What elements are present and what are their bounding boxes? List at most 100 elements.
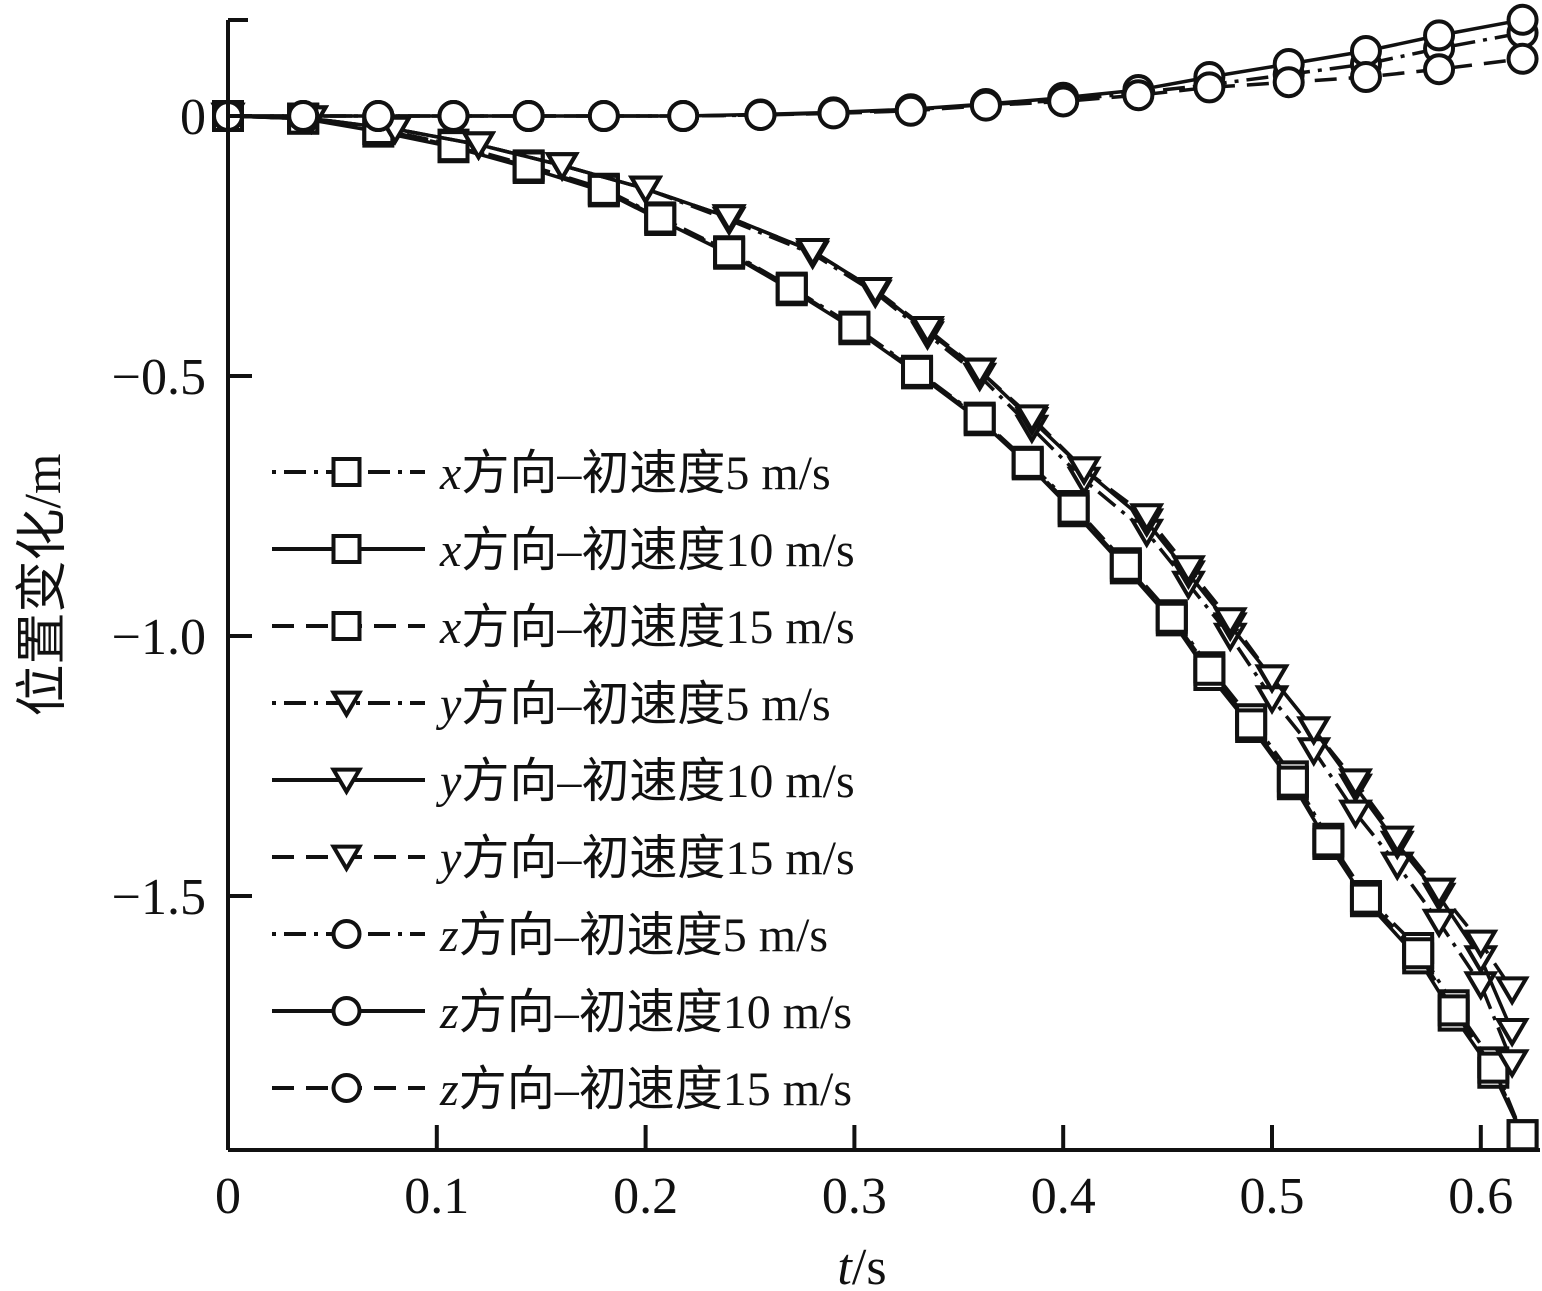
y-tick-label-1: −0.5 [112,349,206,406]
data-point-x-2-7 [713,236,746,269]
data-point-z-8-7 [744,98,777,131]
legend-marker-x-2 [331,611,362,641]
data-point-z-8-13 [1193,71,1226,104]
data-point-y-5-8 [857,277,893,307]
y-tick-label-0: 0 [180,89,206,146]
series-line-y-3 [227,114,1514,1064]
data-point-x-2-18 [1276,765,1309,798]
legend-item-x-0: x方向–初速度5 m/s [272,447,831,500]
series-y-3 [210,102,1530,1079]
y-tick-label-2: −1.0 [112,609,206,666]
legend-var-z-7: z [439,986,459,1039]
data-point-y-5-7 [795,238,831,268]
x-tick-label-3: 0.3 [822,1168,887,1225]
y-axis-title: 位置变化/m [15,454,72,717]
data-point-z-8-5 [587,100,620,132]
legend-marker-y-5 [330,844,363,873]
data-point-x-2-22 [1437,994,1470,1027]
data-point-x-2-9 [838,311,871,344]
x-tick-label-1: 0.1 [404,1168,469,1225]
data-point-z-8-2 [362,100,395,132]
data-point-z-7-17 [1506,3,1539,36]
data-point-x-2-5 [587,173,620,206]
data-point-x-2-15 [1155,601,1188,634]
legend-var-x-0: x [439,447,461,500]
data-point-x-2-14 [1109,549,1142,582]
x-tick-label-4: 0.4 [1031,1168,1096,1225]
series-line-y-4 [227,114,1514,1032]
data-point-y-5-19 [1379,825,1415,856]
x-tick-label-5: 0.5 [1240,1168,1305,1225]
legend-label-x-0: x方向–初速度5 m/s [439,447,831,500]
data-point-y-5-11 [1014,404,1050,435]
data-point-y-3-18 [1338,799,1374,830]
legend-item-y-3: y方向–初速度5 m/s [272,678,831,731]
data-point-z-8-9 [894,94,927,127]
legend-item-y-4: y方向–初速度10 m/s [272,755,855,808]
legend-item-z-7: z方向–初速度10 m/s [272,986,852,1039]
data-point-z-8-14 [1272,66,1305,99]
legend-label-y-4: y方向–初速度10 m/s [435,755,855,808]
series-line-z-8 [228,57,1523,118]
x-axis-unit: /s [852,1239,887,1291]
data-point-y-5-5 [628,175,664,206]
legend-marker-z-8 [331,1073,362,1103]
legend-name-y-5: 方向–初速度15 m/s [461,832,854,885]
series-y-4 [210,102,1530,1048]
legend-name-z-7: 方向–初速度10 m/s [459,986,852,1039]
data-point-x-2-16 [1193,653,1226,686]
legend-var-x-1: x [439,524,461,577]
data-point-y-4-22 [1494,1018,1530,1048]
data-point-y-3-20 [1421,908,1457,939]
data-point-z-8-8 [817,97,850,130]
data-point-z-8-16 [1423,53,1456,86]
legend-name-x-1: 方向–初速度10 m/s [461,524,854,577]
data-point-z-7-15 [1349,35,1382,67]
data-point-y-5-6 [711,204,747,234]
data-point-y-5-16 [1254,664,1290,695]
legend-name-z-8: 方向–初速度15 m/s [459,1063,852,1116]
data-point-y-5-18 [1338,768,1374,799]
legend-item-x-1: x方向–初速度10 m/s [272,524,855,577]
data-point-z-8-17 [1506,42,1539,75]
data-point-z-8-1 [287,100,320,132]
x-tick-label-6: 0.6 [1448,1168,1513,1225]
legend-label-z-7: z方向–初速度10 m/s [439,986,852,1039]
data-point-z-8-12 [1122,79,1155,112]
series-layer [210,3,1539,1152]
data-point-x-2-17 [1235,708,1268,741]
data-point-y-5-12 [1066,456,1102,487]
x-tick-label-2: 0.2 [613,1168,678,1225]
legend-var-z-6: z [439,909,459,962]
data-point-x-2-10 [901,355,934,388]
data-point-y-5-14 [1170,555,1206,585]
series-line-z-7 [228,18,1523,118]
legend-item-z-6: z方向–初速度5 m/s [272,909,828,962]
legend-name-y-3: 方向–初速度5 m/s [461,678,830,731]
series-z-8 [212,42,1539,132]
legend-var-y-3: y [435,678,462,731]
axes-layer [226,18,1540,1152]
y-tick-label-3: −1.5 [112,869,206,926]
data-point-y-3-22 [1494,1049,1530,1079]
data-point-x-2-6 [644,202,677,235]
legend-marker-z-6 [331,919,362,949]
data-point-y-5-9 [909,316,945,346]
legend-var-z-8: z [439,1063,459,1116]
data-point-x-2-19 [1312,825,1345,858]
legend-label-y-3: y方向–初速度5 m/s [435,678,831,731]
data-point-y-5-15 [1212,607,1248,637]
legend-marker-y-3 [330,690,363,719]
legend-item-x-2: x方向–初速度15 m/s [272,601,855,654]
data-point-y-5-4 [544,152,580,182]
data-point-x-2-12 [1011,446,1044,479]
legend-var-y-4: y [435,755,462,808]
legend-name-x-0: 方向–初速度5 m/s [461,447,830,500]
data-point-z-8-3 [437,100,470,132]
legend-var-x-2: x [439,601,461,654]
data-point-y-5-3 [461,131,497,162]
data-point-y-5-10 [962,357,998,388]
y-ticks: 0 −0.5 −1.0 −1.5 [112,89,252,926]
x-ticks: 0 0.1 0.2 0.3 0.4 0.5 0.6 [215,1125,1513,1225]
